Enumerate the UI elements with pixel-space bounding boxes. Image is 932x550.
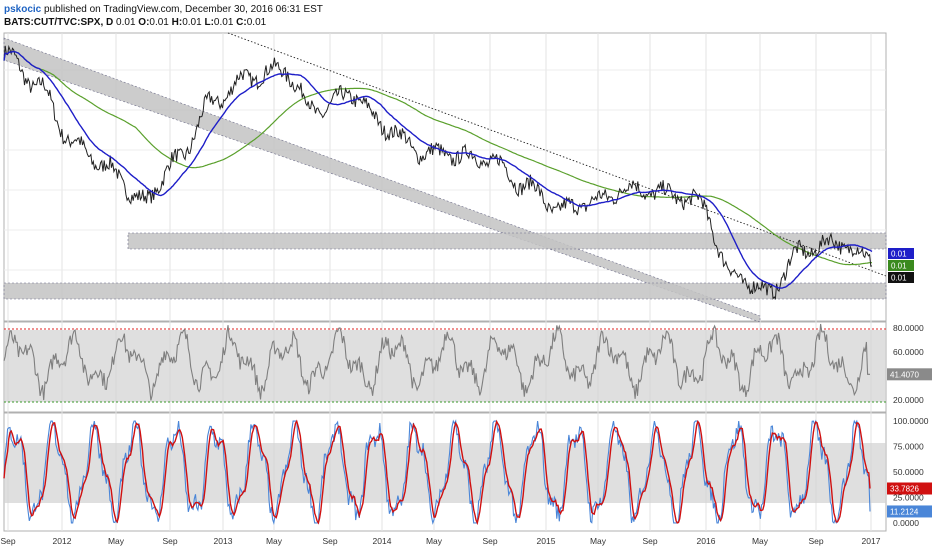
stochastic-tick-label: 75.0000 bbox=[893, 442, 924, 452]
ohlc-high: 0.01 bbox=[182, 17, 202, 28]
price-tag-label: 0.01 bbox=[891, 250, 907, 259]
rsi-band bbox=[4, 330, 886, 402]
value-axis[interactable]: 0.010.010.0180.000060.000040.000020.0000… bbox=[887, 33, 932, 543]
time-tick-label: 2013 bbox=[214, 536, 233, 546]
time-tick-label: 2012 bbox=[53, 536, 72, 546]
price-tag bbox=[888, 272, 914, 283]
stochastic-tag-label: 11.2124 bbox=[890, 507, 919, 516]
time-tick-label: May bbox=[266, 536, 283, 546]
time-tick-label: 2016 bbox=[697, 536, 716, 546]
price-tag bbox=[888, 248, 914, 259]
ohlc-low-key: L: bbox=[204, 17, 214, 28]
rsi-tick-label: 20.0000 bbox=[893, 395, 924, 405]
time-axis[interactable]: Sep 2012 May Sep 2013 May Sep 2014 May Sep 2015 May… bbox=[0, 536, 880, 546]
chart-header: pskocic published on TradingView.com, De… bbox=[4, 3, 323, 29]
time-tick-label: 2014 bbox=[373, 536, 392, 546]
stochastic-tick-label: 100.0000 bbox=[893, 416, 929, 426]
symbol-legend: BATS:CUT/TVC:SPX, D 0.01 O:0.01 H:0.01 L… bbox=[4, 16, 323, 29]
support-zone-upper[interactable] bbox=[127, 232, 887, 250]
symbol-label: BATS:CUT/TVC:SPX, D bbox=[4, 17, 114, 28]
stochastic-tick-label: 50.0000 bbox=[893, 467, 924, 477]
time-tick-label: May bbox=[426, 536, 443, 546]
publish-info: published on TradingView.com, December 3… bbox=[44, 4, 323, 15]
price-tag-label: 0.01 bbox=[891, 274, 907, 283]
rsi-last-tag bbox=[887, 368, 932, 381]
time-tick-label: Sep bbox=[0, 536, 15, 546]
price-line bbox=[3, 44, 873, 300]
rsi-series bbox=[3, 323, 870, 401]
time-tick-label: Sep bbox=[482, 536, 497, 546]
time-tick-label: May bbox=[752, 536, 769, 546]
rsi-last-label: 41.4070 bbox=[890, 370, 919, 379]
stochastic-tag bbox=[887, 505, 932, 518]
time-tick-label: Sep bbox=[808, 536, 823, 546]
time-tick-label: 2017 bbox=[862, 536, 881, 546]
price-tag-label: 0.01 bbox=[891, 262, 907, 271]
rsi-tick-label: 80.0000 bbox=[893, 323, 924, 333]
time-tick-label: Sep bbox=[322, 536, 337, 546]
time-tick-label: 2015 bbox=[537, 536, 556, 546]
ohlc-close-key: C: bbox=[236, 17, 247, 28]
ohlc-close: 0.01 bbox=[246, 17, 267, 28]
last-value: 0.01 bbox=[116, 17, 136, 28]
stochastic-d-line bbox=[3, 419, 871, 526]
ohlc-open-key: O: bbox=[138, 17, 150, 28]
price-series bbox=[3, 44, 873, 300]
stochastic-tag bbox=[887, 482, 932, 495]
stochastic-band bbox=[4, 443, 886, 503]
ohlc-high-key: H: bbox=[171, 17, 183, 28]
price-pane[interactable] bbox=[3, 32, 887, 322]
stochastic-tag-label: 33.7826 bbox=[890, 484, 919, 493]
ohlc-open: 0.01 bbox=[149, 17, 169, 28]
axis-background bbox=[887, 33, 932, 543]
slow-moving-average bbox=[3, 50, 872, 266]
rsi-tick-label: 60.0000 bbox=[893, 347, 924, 357]
time-tick-label: Sep bbox=[162, 536, 177, 546]
stochastic-series bbox=[3, 419, 871, 526]
time-tick-label: May bbox=[590, 536, 607, 546]
stochastic-tick-label: 0.0000 bbox=[893, 518, 919, 528]
time-tick-label: May bbox=[108, 536, 125, 546]
ohlc-low: 0.01 bbox=[213, 17, 234, 28]
time-tick-label: Sep bbox=[642, 536, 657, 546]
support-zone-lower[interactable] bbox=[3, 282, 887, 300]
stochastic-tick-label: 25.0000 bbox=[893, 492, 924, 502]
rsi-line bbox=[3, 323, 870, 401]
descending-channel[interactable] bbox=[3, 37, 761, 323]
fast-moving-average bbox=[3, 50, 873, 289]
author-name[interactable]: pskocic bbox=[4, 4, 42, 15]
price-tag bbox=[888, 260, 914, 271]
